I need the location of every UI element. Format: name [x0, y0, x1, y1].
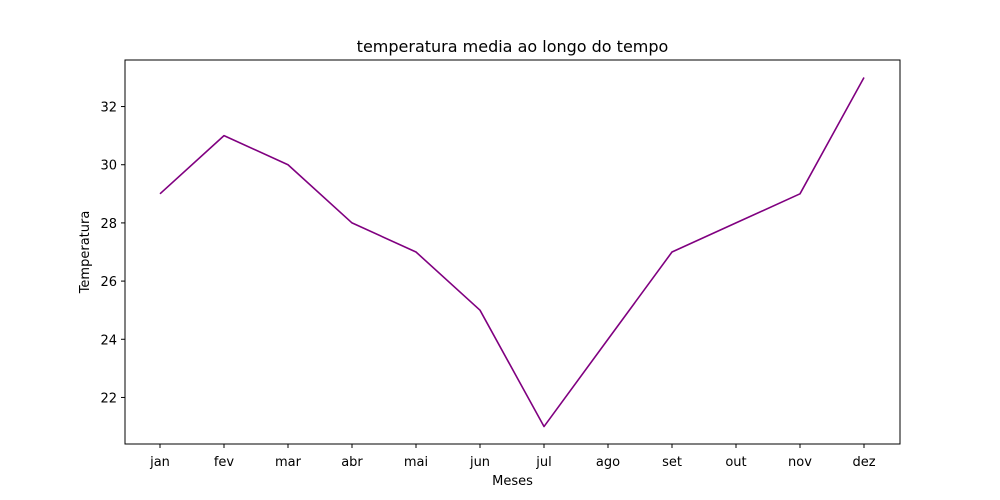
- plot-area-frame: [124, 59, 901, 445]
- axis-ticks: jan fev mar abr mai jun jul ago set out nov dez 22 24…: [100, 101, 875, 470]
- series-layer: [159, 77, 865, 428]
- x-tick-label: jun: [469, 455, 490, 470]
- x-tick-label: set: [662, 455, 682, 470]
- x-tick-label: ago: [596, 455, 620, 470]
- chart-title: temperatura media ao longo do tempo: [357, 37, 669, 56]
- y-tick-label: 28: [100, 217, 117, 232]
- y-tick-label: 32: [100, 101, 117, 116]
- x-tick-label: dez: [852, 455, 875, 470]
- y-tick-label: 26: [100, 275, 117, 290]
- y-tick-label: 22: [100, 391, 117, 406]
- x-tick-label: jul: [535, 455, 551, 470]
- x-tick-label: mar: [275, 455, 302, 470]
- series-line: [159, 77, 865, 428]
- x-tick-label: abr: [341, 455, 363, 470]
- y-tick-label: 30: [100, 159, 117, 174]
- x-tick-label: jan: [149, 455, 170, 470]
- y-axis-label: Temperatura: [78, 211, 93, 295]
- x-tick-label: nov: [788, 455, 812, 470]
- x-tick-label: out: [725, 455, 746, 470]
- x-tick-label: mai: [404, 455, 428, 470]
- y-tick-label: 24: [100, 333, 117, 348]
- x-axis-label: Meses: [492, 474, 533, 489]
- x-tick-label: fev: [214, 455, 235, 470]
